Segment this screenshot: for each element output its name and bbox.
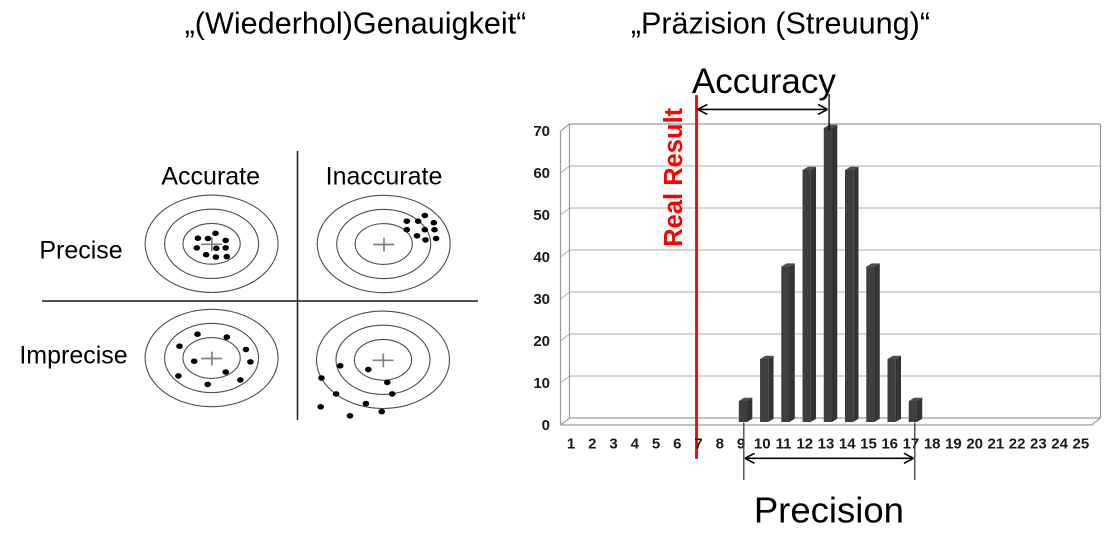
svg-text:Accurate: Accurate <box>161 163 260 191</box>
svg-text:40: 40 <box>533 249 550 266</box>
svg-text:6: 6 <box>673 435 681 452</box>
svg-text:Precise: Precise <box>39 237 122 265</box>
svg-text:1: 1 <box>567 435 575 452</box>
svg-text:23: 23 <box>1030 435 1047 452</box>
svg-text:5: 5 <box>652 435 660 452</box>
svg-text:Inaccurate: Inaccurate <box>326 163 443 191</box>
svg-text:0: 0 <box>542 417 550 434</box>
svg-text:10: 10 <box>533 375 550 392</box>
svg-text:8: 8 <box>716 435 724 452</box>
svg-text:17: 17 <box>903 435 920 452</box>
svg-text:9: 9 <box>737 435 745 452</box>
svg-text:Imprecise: Imprecise <box>19 342 127 370</box>
svg-text:Precision: Precision <box>754 490 904 531</box>
svg-text:13: 13 <box>818 435 835 452</box>
svg-text:24: 24 <box>1051 435 1068 452</box>
svg-text:60: 60 <box>533 165 550 182</box>
svg-text:10: 10 <box>754 435 771 452</box>
svg-text:„Präzision (Streuung)“: „Präzision (Streuung)“ <box>631 6 930 40</box>
svg-text:16: 16 <box>881 435 898 452</box>
svg-text:Real Result: Real Result <box>660 107 688 246</box>
svg-text:70: 70 <box>533 123 550 140</box>
svg-text:19: 19 <box>945 435 962 452</box>
svg-text:Accuracy: Accuracy <box>692 62 836 101</box>
svg-text:20: 20 <box>966 435 983 452</box>
svg-text:3: 3 <box>609 435 617 452</box>
svg-text:11: 11 <box>776 435 792 452</box>
svg-text:14: 14 <box>839 435 856 452</box>
svg-text:7: 7 <box>694 435 702 452</box>
svg-text:„(Wiederhol)Genauigkeit“: „(Wiederhol)Genauigkeit“ <box>185 6 527 40</box>
svg-text:15: 15 <box>860 435 877 452</box>
svg-text:12: 12 <box>796 435 813 452</box>
svg-text:18: 18 <box>924 435 941 452</box>
svg-text:22: 22 <box>1009 435 1026 452</box>
svg-text:25: 25 <box>1073 435 1090 452</box>
svg-text:2: 2 <box>588 435 596 452</box>
svg-text:30: 30 <box>533 291 550 308</box>
svg-text:50: 50 <box>533 207 550 224</box>
svg-text:20: 20 <box>533 333 550 350</box>
svg-text:21: 21 <box>988 435 1005 452</box>
svg-text:4: 4 <box>631 435 640 452</box>
